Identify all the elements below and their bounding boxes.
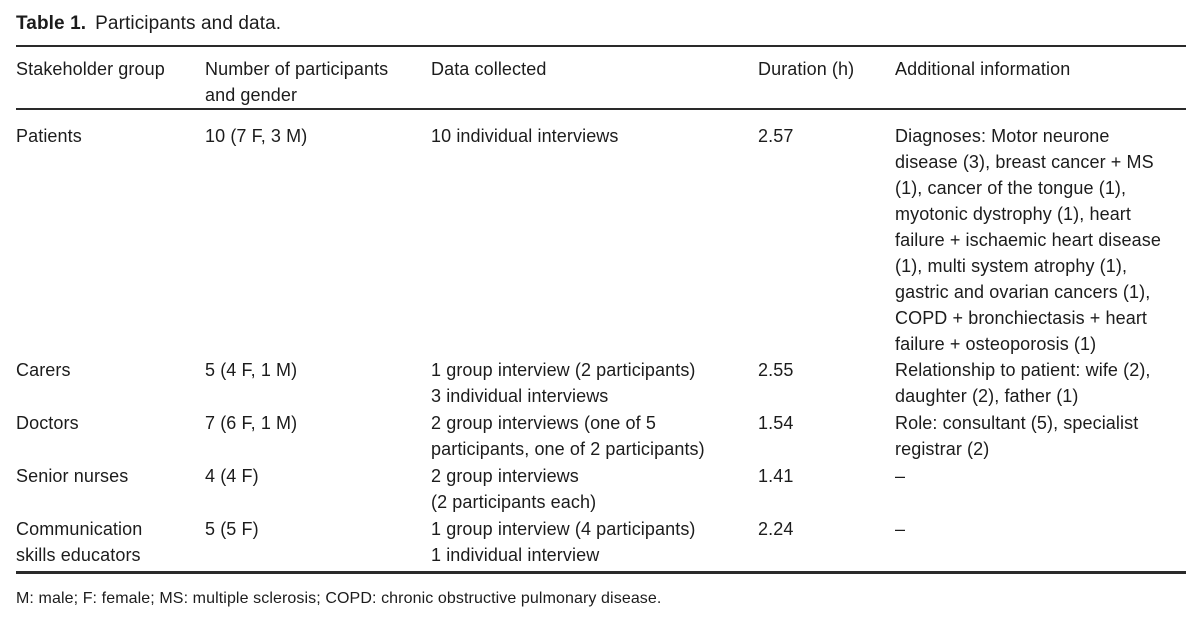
column-header-additional-information: Additional information [895,59,1071,79]
cell-data-collected: 2 group interviews (2 participants each) [431,466,597,512]
cell-participants: 7 (6 F, 1 M) [205,413,298,433]
cell-data-collected: 10 individual interviews [431,126,619,146]
cell-duration: 1.41 [758,466,794,486]
cell-additional-information: Relationship to patient: wife (2), daugh… [895,360,1151,406]
cell-additional-information: – [895,466,906,486]
table-body: Patients 10 (7 F, 3 M) 10 individual int… [16,110,1186,574]
cell-group: Patients [16,126,82,146]
cell-participants: 10 (7 F, 3 M) [205,126,308,146]
cell-participants: 5 (4 F, 1 M) [205,360,298,380]
cell-duration: 2.57 [758,126,794,146]
table-row-doctors: Doctors 7 (6 F, 1 M) 2 group interviews … [16,410,1186,463]
cell-participants: 4 (4 F) [205,466,259,486]
cell-group: Doctors [16,413,79,433]
column-header-stakeholder-group: Stakeholder group [16,59,165,79]
table-header-row: Stakeholder group Number of participants… [16,45,1186,110]
cell-additional-information: Diagnoses: Motor neurone disease (3), br… [895,126,1161,354]
cell-group: Communication skills educators [16,519,143,565]
cell-duration: 2.24 [758,519,794,539]
table-caption-text: Participants and data. [95,13,282,34]
table-row-communication-skills-educators: Communication skills educators 5 (5 F) 1… [16,516,1186,569]
table-row-senior-nurses: Senior nurses 4 (4 F) 2 group interviews… [16,463,1186,516]
cell-group: Carers [16,360,71,380]
cell-additional-information: – [895,519,906,539]
cell-duration: 1.54 [758,413,794,433]
column-header-duration: Duration (h) [758,59,855,79]
cell-data-collected: 2 group interviews (one of 5 participant… [431,413,705,459]
table-figure: Table 1. Participants and data. Stakehold… [16,0,1186,609]
cell-data-collected: 1 group interview (4 participants) 1 ind… [431,519,696,565]
cell-group: Senior nurses [16,466,129,486]
participants-table: Stakeholder group Number of participants… [16,45,1186,574]
cell-data-collected: 1 group interview (2 participants) 3 ind… [431,360,696,406]
cell-additional-information: Role: consultant (5), specialist registr… [895,413,1139,459]
cell-duration: 2.55 [758,360,794,380]
table-caption: Table 1. Participants and data. [16,0,1186,45]
column-header-participants-gender: Number of participants and gender [205,59,389,105]
table-caption-label: Table 1. [16,13,87,34]
table-row-patients: Patients 10 (7 F, 3 M) 10 individual int… [16,123,1186,357]
cell-participants: 5 (5 F) [205,519,259,539]
table-row-carers: Carers 5 (4 F, 1 M) 1 group interview (2… [16,357,1186,410]
table-footnote: M: male; F: female; MS: multiple scleros… [16,590,662,607]
column-header-data-collected: Data collected [431,59,547,79]
